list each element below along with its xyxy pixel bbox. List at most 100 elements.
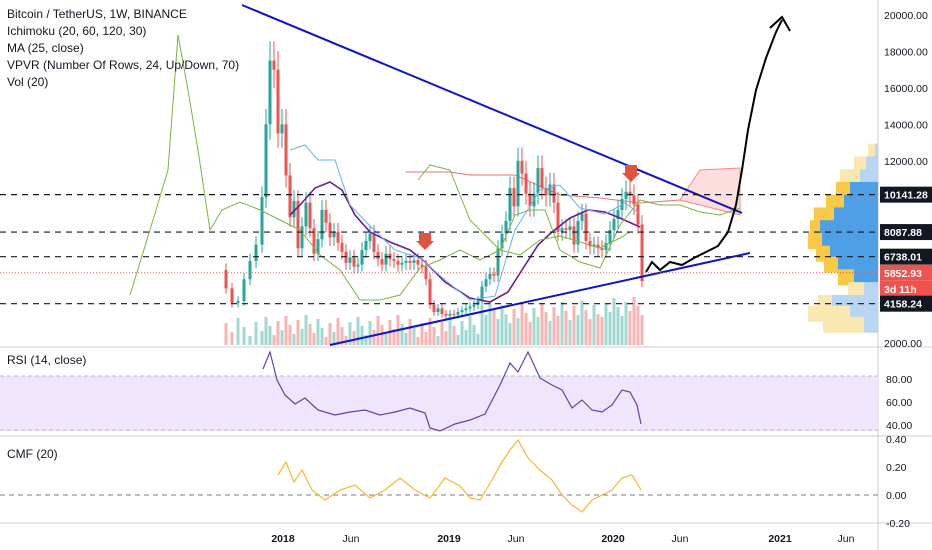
price-tag-label: 6738.01 <box>884 252 922 264</box>
rsi-legend[interactable]: RSI (14, close) <box>7 353 87 367</box>
volume-bar <box>588 319 592 345</box>
volume-bar <box>332 332 336 345</box>
candle-body <box>476 301 480 305</box>
volume-bar <box>428 318 432 345</box>
candle-body <box>420 264 424 267</box>
drawings[interactable] <box>0 4 878 346</box>
volume-bar <box>420 323 424 345</box>
volume-bar <box>296 320 300 345</box>
projection-path <box>645 19 783 273</box>
cmf-tick: 0.00 <box>886 490 907 502</box>
candlesticks <box>224 41 644 320</box>
candle-body <box>604 242 608 251</box>
candle-body <box>268 60 272 125</box>
time-axis[interactable]: 2018 Jun 2019 Jun 2020 Jun 2021 Jun <box>271 533 854 545</box>
vpvr-row-up <box>848 282 864 299</box>
volume-bar <box>520 304 524 345</box>
volume-bar <box>224 323 228 345</box>
volume-bar <box>528 322 532 345</box>
candle-body <box>376 251 380 260</box>
volume-bar <box>608 312 612 345</box>
vpvr-row-down <box>860 169 878 186</box>
time-tick: Jun <box>672 533 689 545</box>
time-tick: Jun <box>838 533 855 545</box>
volume-bar <box>304 315 308 345</box>
candle-body <box>628 191 632 196</box>
volume-bar <box>284 316 288 345</box>
candle-body <box>508 188 512 221</box>
volume-bar <box>292 334 296 345</box>
vpvr-row-up <box>826 194 844 211</box>
candle-body <box>380 259 384 265</box>
candle-body <box>528 193 532 207</box>
cmf-line <box>277 438 642 513</box>
volume-bar <box>556 316 560 345</box>
price-tick: 18000.00 <box>884 46 928 58</box>
indicator-lines <box>129 34 741 303</box>
volume-bar <box>340 327 344 345</box>
volume-bar <box>536 317 540 345</box>
candle-body <box>384 253 388 265</box>
price-tick: 14000.00 <box>884 119 928 131</box>
candle-body <box>636 204 640 225</box>
volume-bar <box>580 301 584 345</box>
candle-body <box>560 228 564 232</box>
cmf-legend[interactable]: CMF (20) <box>7 447 58 461</box>
volume-bar <box>560 302 564 345</box>
volume-bar <box>272 335 276 345</box>
volume-bar <box>276 321 280 345</box>
price-axis[interactable]: 20000.00 18000.00 16000.00 14000.00 12000.00… <box>880 10 932 530</box>
volume-bar <box>372 330 376 345</box>
candle-body <box>360 250 364 265</box>
ichimoku-legend[interactable]: Ichimoku (20, 60, 120, 30) <box>7 24 147 38</box>
volume-bar <box>268 326 272 345</box>
volume-bar <box>532 308 536 345</box>
volume-bar <box>632 297 636 345</box>
volume-bar <box>456 335 460 345</box>
volume-bar <box>540 303 544 345</box>
volume-bar <box>592 305 596 345</box>
cmf-tick: 0.20 <box>886 462 907 474</box>
volume-bar <box>548 321 552 345</box>
vpvr-legend[interactable]: VPVR (Number Of Rows, 24, Up/Down, 70) <box>7 58 240 72</box>
vol-legend[interactable]: Vol (20) <box>7 75 49 89</box>
volume-bar <box>264 317 268 345</box>
volume-bar <box>616 307 620 345</box>
candle-body <box>540 168 544 189</box>
volume-bar <box>612 298 616 345</box>
volume-bar <box>412 328 416 345</box>
rsi-series <box>262 350 642 432</box>
price-tag <box>880 248 932 265</box>
volume-bar <box>620 316 624 345</box>
candle-body <box>536 168 540 194</box>
candle-body <box>612 219 616 231</box>
candle-body <box>408 261 412 263</box>
candle-body <box>288 175 292 218</box>
candle-body <box>416 260 420 265</box>
volume-bar <box>316 319 320 345</box>
candle-body <box>320 209 324 240</box>
price-tag <box>880 264 932 281</box>
candle-body <box>452 313 456 315</box>
descending-trendline <box>241 4 743 214</box>
candle-body <box>504 220 508 234</box>
candle-body <box>428 279 432 305</box>
vpvr-row-up <box>854 156 866 173</box>
vpvr-row-down <box>850 181 878 198</box>
cmf-tick: 0.40 <box>886 434 907 446</box>
ma-legend[interactable]: MA (25, close) <box>7 41 84 55</box>
candle-body <box>392 259 396 261</box>
volume-bar <box>376 316 380 345</box>
candle-body <box>624 191 628 200</box>
volume-bar <box>508 323 512 345</box>
price-tag-label: 10141.28 <box>884 190 928 202</box>
volume-bar <box>604 303 608 345</box>
candle-body <box>236 301 240 303</box>
volume-bar <box>248 336 252 345</box>
arrowhead-icon <box>769 15 791 32</box>
vpvr-row-up <box>823 316 864 333</box>
time-tick: 2019 <box>437 533 461 545</box>
candle-body <box>242 279 246 302</box>
symbol-title[interactable]: Bitcoin / TetherUS, 1W, BINANCE <box>7 7 187 21</box>
